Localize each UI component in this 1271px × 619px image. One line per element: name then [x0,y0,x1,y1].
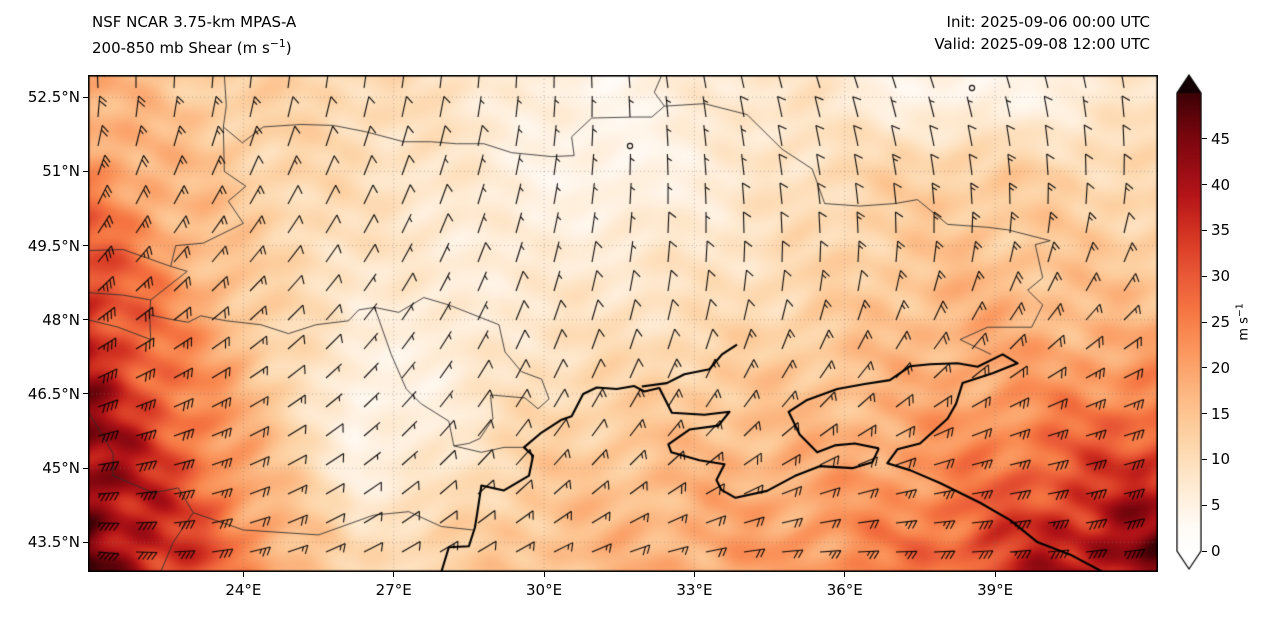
colorbar-tick-mark [1202,504,1207,506]
shear-map-canvas [88,75,1158,572]
colorbar-tick-label: 35 [1211,221,1231,240]
colorbar-tick-label: 45 [1211,129,1231,148]
run-timestamps: Init: 2025-09-06 00:00 UTC Valid: 2025-0… [934,11,1150,55]
title-line-2-text: 200-850 mb Shear (m s [92,39,270,57]
y-tick-mark [83,319,88,321]
colorbar-tick-mark [1202,229,1207,231]
y-tick-mark [83,541,88,543]
colorbar-tick-label: 15 [1211,404,1231,423]
colorbar-tick-mark [1202,413,1207,415]
map-plot-area [88,75,1158,572]
x-tick-mark [844,572,846,577]
colorbar-tick-label: 25 [1211,313,1231,331]
x-tick-label: 33°E [676,581,713,599]
y-tick-label: 43.5°N [27,533,80,552]
x-tick-label: 36°E [826,581,863,599]
y-tick-mark [83,467,88,469]
colorbar-tick-mark [1202,138,1207,140]
valid-time: Valid: 2025-09-08 12:00 UTC [934,35,1150,53]
colorbar-tick-mark [1202,458,1207,460]
colorbar-tick-label: 40 [1211,175,1231,194]
x-tick-mark [242,572,244,577]
x-tick-label: 30°E [526,581,563,599]
figure-title: NSF NCAR 3.75-km MPAS-A 200-850 mb Shear… [92,11,296,59]
y-tick-mark [83,245,88,247]
colorbar-tick-mark [1202,184,1207,186]
x-tick-mark [994,572,996,577]
colorbar-tick-label: 5 [1211,496,1221,515]
title-units-exponent: −1 [269,37,286,50]
y-tick-label: 51°N [42,162,80,181]
colorbar-tick-label: 10 [1211,450,1231,469]
y-tick-label: 46.5°N [27,384,80,403]
x-tick-label: 24°E [225,581,262,599]
colorbar-tick-mark [1202,275,1207,277]
colorbar-tick-mark [1202,367,1207,369]
y-tick-label: 48°N [42,310,80,329]
init-time: Init: 2025-09-06 00:00 UTC [946,13,1150,31]
colorbar-tick-label: 30 [1211,267,1231,286]
colorbar-tick-label: 0 [1211,542,1221,560]
y-tick-mark [83,96,88,98]
y-tick-mark [83,170,88,172]
y-tick-label: 49.5°N [27,236,80,255]
colorbar-canvas [1176,74,1202,590]
colorbar-tick-mark [1202,550,1207,552]
colorbar-tick-label: 20 [1211,358,1231,377]
x-tick-mark [693,572,695,577]
y-tick-label: 52.5°N [27,88,80,107]
y-tick-label: 45°N [42,459,80,478]
x-tick-mark [543,572,545,577]
title-line-2: 200-850 mb Shear (m s−1) [92,33,296,59]
colorbar-tick-mark [1202,321,1207,323]
title-line-1: NSF NCAR 3.75-km MPAS-A [92,13,297,31]
x-tick-label: 39°E [977,581,1014,599]
title-line-2-close: ) [285,39,292,57]
y-tick-mark [83,393,88,395]
x-tick-mark [393,572,395,577]
x-tick-label: 27°E [375,581,412,599]
